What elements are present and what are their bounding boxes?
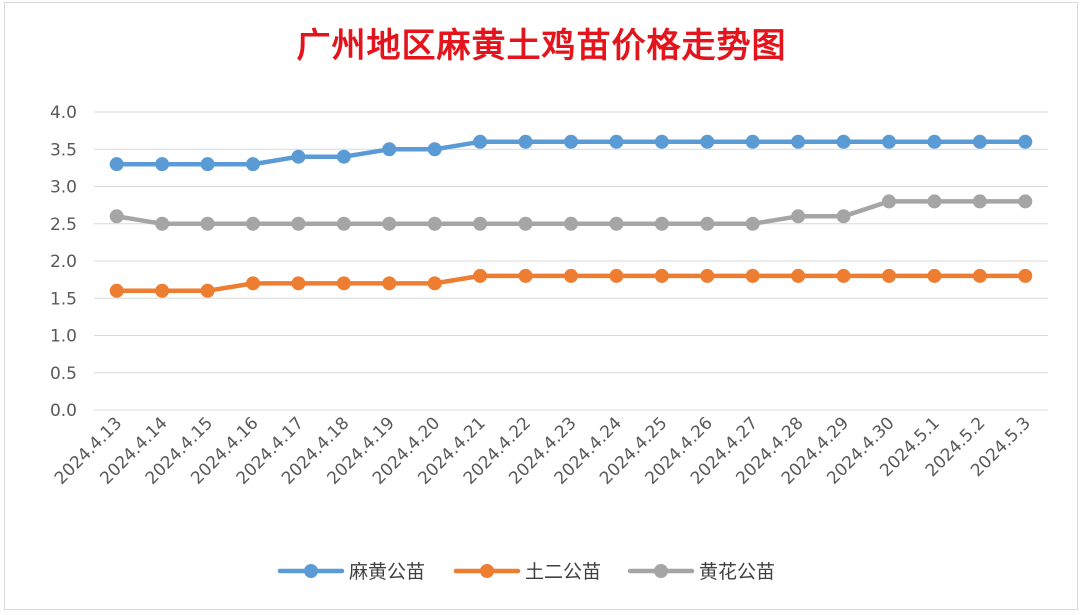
data-point — [927, 134, 942, 149]
data-point — [972, 134, 987, 149]
data-point — [745, 216, 760, 231]
data-point — [609, 216, 624, 231]
data-point — [836, 209, 851, 224]
y-tick-label: 1.5 — [50, 289, 77, 309]
data-point — [109, 209, 124, 224]
data-point — [473, 216, 488, 231]
data-point — [564, 268, 578, 283]
data-point — [609, 134, 624, 149]
data-point — [473, 134, 488, 149]
data-point — [200, 283, 215, 298]
data-point — [155, 283, 170, 298]
data-point — [382, 142, 397, 157]
data-point — [336, 216, 351, 231]
legend-label: 黄花公苗 — [699, 561, 775, 583]
data-point — [700, 268, 715, 283]
data-point — [972, 268, 987, 283]
data-point — [972, 194, 987, 209]
data-point — [882, 194, 896, 209]
data-point — [564, 216, 578, 231]
data-point — [427, 142, 442, 157]
data-point — [427, 276, 442, 291]
data-point — [1018, 194, 1033, 209]
data-point — [518, 134, 533, 149]
data-point — [791, 268, 806, 283]
data-point — [336, 149, 351, 164]
data-point — [745, 134, 760, 149]
data-point — [291, 276, 306, 291]
data-point — [654, 268, 669, 283]
data-point — [246, 276, 260, 291]
data-point — [473, 268, 488, 283]
y-tick-label: 3.0 — [50, 178, 77, 198]
y-tick-label: 2.5 — [50, 215, 77, 235]
data-point — [109, 283, 124, 298]
legend-marker — [304, 564, 318, 578]
data-point — [109, 157, 124, 172]
data-point — [791, 209, 806, 224]
data-point — [1018, 134, 1033, 149]
data-point — [1018, 268, 1033, 283]
y-tick-label: 4.0 — [50, 103, 77, 123]
legend-marker — [480, 564, 494, 578]
data-point — [155, 216, 170, 231]
data-point — [427, 216, 442, 231]
data-point — [518, 268, 533, 283]
data-point — [291, 149, 306, 164]
legend-marker — [654, 564, 668, 578]
y-tick-label: 0.5 — [50, 364, 77, 384]
data-point — [836, 268, 851, 283]
data-point — [200, 157, 215, 172]
y-tick-label: 3.5 — [50, 140, 77, 160]
data-point — [382, 276, 397, 291]
legend-label: 麻黄公苗 — [349, 561, 425, 583]
data-point — [700, 216, 715, 231]
data-point — [791, 134, 806, 149]
data-point — [336, 276, 351, 291]
data-point — [836, 134, 851, 149]
data-point — [745, 268, 760, 283]
data-point — [700, 134, 715, 149]
data-point — [654, 216, 669, 231]
data-point — [609, 268, 624, 283]
data-point — [246, 216, 260, 231]
data-point — [564, 134, 578, 149]
data-point — [927, 268, 942, 283]
data-point — [382, 216, 397, 231]
y-tick-label: 2.0 — [50, 252, 77, 272]
data-point — [200, 216, 215, 231]
chart-frame — [4, 2, 1078, 610]
data-point — [246, 157, 260, 172]
data-point — [882, 134, 896, 149]
data-point — [155, 157, 170, 172]
data-point — [882, 268, 896, 283]
legend-label: 土二公苗 — [525, 561, 601, 583]
y-tick-label: 0.0 — [50, 401, 77, 421]
data-point — [291, 216, 306, 231]
y-tick-label: 1.0 — [50, 327, 77, 347]
data-point — [927, 194, 942, 209]
data-point — [518, 216, 533, 231]
data-point — [654, 134, 669, 149]
chart-title: 广州地区麻黄土鸡苗价格走势图 — [296, 26, 787, 66]
